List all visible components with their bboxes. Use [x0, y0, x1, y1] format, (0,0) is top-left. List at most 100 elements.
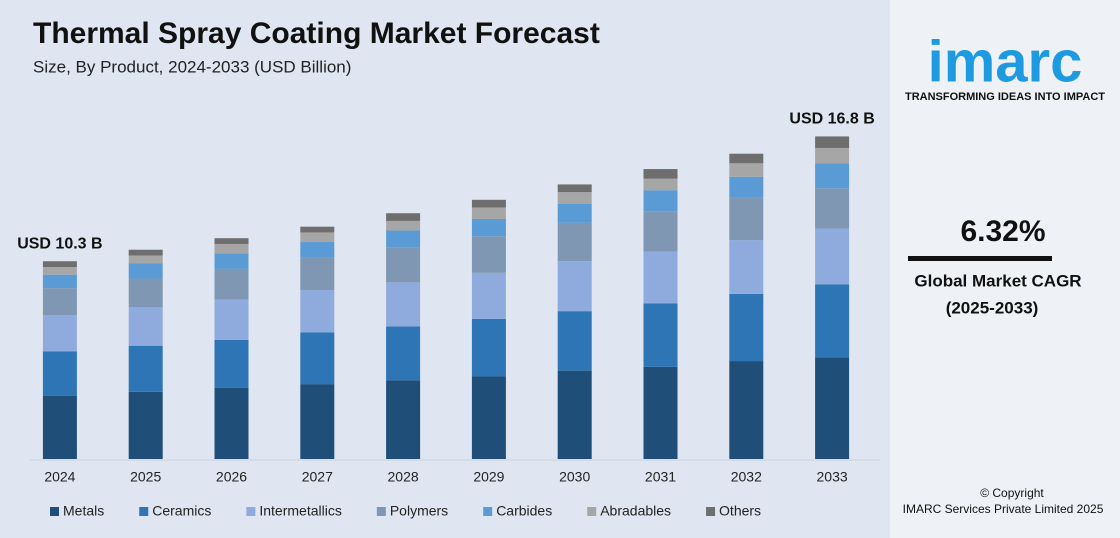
copyright: © Copyright [980, 486, 1044, 500]
legend-label: Abradables [600, 503, 671, 519]
bar-segment [815, 357, 850, 459]
bar-segment [557, 370, 592, 459]
bar-segment [128, 391, 163, 459]
bar-segment [557, 261, 592, 312]
chart-subtitle: Size, By Product, 2024-2033 (USD Billion… [33, 57, 351, 76]
bar-segment [128, 255, 163, 264]
bar-segment [471, 236, 506, 273]
bar-segment [300, 332, 335, 385]
x-tick-label: 2024 [44, 469, 75, 485]
chart-title: Thermal Spray Coating Market Forecast [33, 17, 600, 50]
bar-segment [386, 213, 421, 221]
tagline: TRANSFORMING IDEAS INTO IMPACT [905, 91, 1105, 103]
bar-segment [815, 147, 850, 164]
legend-label: Others [719, 503, 761, 519]
bar-segment [214, 268, 249, 300]
legend-label: Metals [63, 503, 104, 519]
bar-segment [300, 226, 335, 233]
legend-swatch [50, 507, 59, 516]
bar-segment [214, 253, 249, 269]
bar-segment [471, 376, 506, 459]
bar-segment [42, 267, 77, 275]
bar-segment [643, 169, 678, 179]
bar-segment [300, 232, 335, 243]
bar-segment [386, 282, 421, 327]
legend-label: Carbides [496, 503, 552, 519]
bar-segment [557, 222, 592, 262]
annotation: USD 16.8 B [789, 111, 874, 128]
cagr-period: (2025-2033) [946, 298, 1039, 317]
bar-segment [42, 315, 77, 352]
bar-segment [128, 263, 163, 279]
x-tick-label: 2033 [817, 469, 848, 485]
x-tick-label: 2030 [559, 469, 590, 485]
bar-segment [471, 207, 506, 219]
bar-segment [42, 395, 77, 459]
bar-segment [815, 136, 850, 148]
bar-segment [300, 257, 335, 291]
legend-label: Intermetallics [259, 503, 341, 519]
bar-segment [729, 153, 764, 164]
bar-segment [386, 247, 421, 283]
bar-segment [557, 184, 592, 193]
legend-swatch [483, 507, 493, 516]
bar-segment [128, 278, 163, 308]
bar-segment [471, 199, 506, 208]
bar-segment [643, 211, 678, 252]
bar-segment [42, 288, 77, 315]
bar-segment [42, 351, 77, 396]
bar-segment [300, 242, 335, 258]
cagr-label: Global Market CAGR [914, 271, 1081, 290]
bar-segment [729, 240, 764, 294]
annotation: USD 10.3 B [17, 235, 102, 252]
cagr-divider [908, 256, 1052, 261]
x-tick-label: 2026 [216, 469, 247, 485]
legend-swatch [246, 507, 256, 516]
bar-segment [643, 178, 678, 191]
bar-segment [386, 326, 421, 381]
x-tick-label: 2029 [473, 469, 504, 485]
legend-swatch [706, 507, 716, 516]
bar-segment [729, 361, 764, 459]
bar-segment [643, 190, 678, 212]
bar-segment [729, 293, 764, 362]
bar-segment [471, 318, 506, 377]
bar-segment [471, 272, 506, 319]
bar-segment [815, 188, 850, 229]
bar-segment [214, 299, 249, 340]
bar-segment [42, 274, 77, 289]
bar-segment [300, 384, 335, 459]
x-tick-label: 2025 [130, 469, 161, 485]
bar-segment [557, 311, 592, 371]
x-tick-label: 2028 [388, 469, 419, 485]
legend-swatch [587, 507, 597, 516]
bar-segment [214, 243, 249, 254]
bar-segment [643, 366, 678, 459]
legend-swatch [376, 507, 386, 516]
bar-segment [729, 163, 764, 177]
bar-segment [643, 251, 678, 304]
bar-segment [729, 197, 764, 241]
bar-segment [386, 220, 421, 231]
bar-segment [386, 380, 421, 459]
cagr-value: 6.32% [960, 215, 1045, 248]
bar-segment [214, 339, 249, 388]
bar-segment [386, 230, 421, 248]
bar-segment [815, 163, 850, 189]
sidebar-background [890, 0, 1120, 538]
company: IMARC Services Private Limited 2025 [903, 502, 1104, 516]
bar-segment [815, 228, 850, 285]
bar-segment [128, 307, 163, 346]
bar-segment [729, 176, 764, 198]
bar-segment [557, 203, 592, 223]
bar-segment [643, 303, 678, 367]
legend-label: Polymers [390, 503, 448, 519]
bar-segment [42, 261, 77, 267]
bar-segment [815, 284, 850, 358]
x-tick-label: 2032 [731, 469, 762, 485]
bar-segment [300, 290, 335, 333]
bar-segment [128, 249, 163, 256]
bar-segment [557, 192, 592, 204]
